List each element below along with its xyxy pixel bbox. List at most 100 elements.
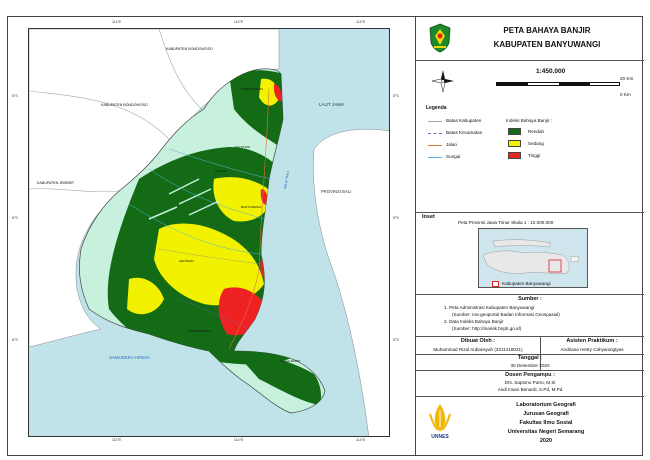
tick-left-1: 8°S	[12, 94, 18, 98]
scale-label-top: 20 Km	[620, 76, 634, 81]
legend-sungai-label: Sungai	[446, 154, 461, 159]
title-line-1: PETA BAHAYA BANJIR	[503, 26, 591, 35]
main-road	[228, 88, 270, 350]
unnes-logo-text: UNNES	[431, 434, 449, 440]
divider	[416, 212, 644, 213]
tick-right-1: 8°S	[393, 94, 399, 98]
district-borders	[158, 248, 262, 330]
legend-line-kabupaten	[428, 121, 442, 122]
label-place-2: KALIPURO	[235, 145, 251, 149]
tick-bottom-3: 114°E	[356, 438, 366, 442]
label-place-5: GENTENG	[179, 259, 194, 263]
dosen-title: Dosen Pengampu :	[505, 372, 555, 378]
main-map: KABUPATEN BONDOWOSO KABUPATEN BONDOWOSO …	[28, 28, 390, 437]
scale-bar	[496, 82, 620, 86]
dosen-line-1: Drs. Saptono Putro, M.Si	[504, 380, 556, 385]
regency-border-north	[158, 29, 205, 112]
tanggal-value: 30 Desember 2020	[510, 363, 550, 368]
dibuat-title: Dibuat Oleh :	[460, 338, 496, 344]
label-samudera-hindia: SAMUDERA HINDIA	[109, 355, 150, 360]
tanggal-title: Tanggal :	[517, 355, 543, 361]
legend-line-sungai	[428, 157, 442, 158]
asisten-title: Asisten Praktikum :	[566, 338, 618, 344]
tick-right-2: 8°S	[393, 216, 399, 220]
label-place-7: TEGALDLIMO	[281, 359, 301, 363]
tick-top-3: 114°E	[356, 20, 366, 24]
label-place-1: WONGSOREJO	[241, 87, 264, 91]
legend-medium-label: Sedang	[528, 141, 544, 146]
legend-swatch-high	[508, 152, 521, 159]
north-arrow-icon	[431, 70, 454, 93]
label-bondowoso-top: KABUPATEN BONDOWOSO	[166, 47, 213, 51]
label-provinsi-bali: PROVINSI BALI	[321, 189, 352, 194]
hazard-medium-zone-3	[127, 277, 164, 315]
map-info-panel: PETA BAHAYA BANJIR KABUPATEN BANYUWANGI …	[415, 16, 644, 456]
label-place-4: BANYUWANGI	[241, 205, 262, 209]
hazard-medium-zone	[154, 223, 264, 306]
legend-jalan-label: Jalan	[446, 142, 457, 147]
hazard-medium-zone-2	[213, 177, 274, 222]
divider	[416, 60, 644, 61]
hazard-high-north	[273, 84, 283, 102]
title-line-2: KABUPATEN BANYUWANGI	[493, 40, 601, 49]
map-sheet-frame	[7, 16, 643, 456]
tick-right-3: 8°S	[393, 338, 399, 342]
bali-island	[313, 129, 389, 436]
legend-line-kecamatan	[428, 133, 442, 134]
hazard-low-peninsula	[234, 351, 322, 405]
regency-border-south	[29, 188, 120, 193]
inset-legend-swatch	[492, 281, 499, 287]
legend-line-jalan	[428, 145, 442, 146]
sumber-line-4: (Sumber: http://inarisk.bnpb.go.id)	[452, 326, 522, 331]
divider	[416, 354, 644, 355]
sumber-title: Sumber :	[518, 296, 542, 302]
legend-kabupaten-label: Batas Kabupaten	[446, 118, 482, 123]
asisten-value: Andriana Hesty Cahyaningtyas	[560, 347, 624, 352]
inset-map	[478, 228, 588, 288]
terrain-streaks	[148, 178, 220, 220]
dosen-line-2: Andi Irwan Benardi, S.Pd, M.Pd	[497, 387, 563, 392]
label-jember: KABUPATEN JEMBER	[37, 181, 74, 185]
inset-caption: Peta Provinsi Jawa Timur Skala 1 : 10.00…	[458, 220, 554, 225]
lab-line-1: Laboratorium Geografi	[516, 402, 576, 408]
lab-line-5: 2020	[539, 438, 553, 444]
sumber-line-2: (Sumber: Ina-geoportal Badan Informasi G…	[452, 312, 560, 317]
flood-hazard-zones	[107, 70, 322, 405]
regency-border-west	[29, 90, 170, 140]
banyuwangi-emblem-icon	[428, 23, 452, 53]
divider	[416, 396, 644, 397]
scale-ratio: 1:450.000	[536, 68, 566, 75]
map-graphic	[29, 29, 389, 436]
label-place-6: PURWOHARJO	[189, 329, 211, 333]
tick-left-3: 8°S	[12, 338, 18, 342]
legend-swatch-medium	[508, 140, 521, 147]
divider-vertical	[540, 336, 541, 370]
legend-high-label: Tinggi	[528, 153, 541, 158]
dibuat-value: Muhammad Rizal Ardiansyah (3211418021)	[433, 347, 523, 352]
lab-line-4: Universitas Negeri Semarang	[507, 429, 585, 435]
legend-swatch-low	[508, 128, 521, 135]
sumber-line-3: 2. Data Indeks Bahaya Banjir	[444, 319, 504, 324]
divider	[416, 336, 644, 337]
legend-title: Legenda	[426, 105, 447, 111]
tick-top-1: 114°E	[112, 20, 122, 24]
label-laut-jawa: LAUT JAWA	[319, 102, 345, 107]
tick-left-2: 8°S	[12, 216, 18, 220]
lab-line-2: Jurusan Geografi	[523, 411, 569, 417]
label-bondowoso-left: KABUPATEN BONDOWOSO	[101, 103, 148, 107]
tick-bottom-2: 114°E	[234, 438, 244, 442]
sumber-line-1: 1. Peta Administrasi Kabupaten Banyuwang…	[444, 305, 535, 310]
label-place-3: GLAGAH	[215, 169, 228, 173]
divider	[416, 370, 644, 371]
lab-line-3: Fakultas Ilmu Sosial	[519, 420, 573, 426]
divider	[416, 294, 644, 295]
legend-kecamatan-label: Batas Kecamatan	[446, 130, 483, 135]
unnes-logo: UNNES	[426, 402, 454, 442]
index-title: Indeks Bahaya Banjir :	[506, 118, 552, 123]
scale-label-bottom: 0 Km	[620, 92, 631, 97]
inset-legend-label: Kabupaten Banyuwangi	[502, 281, 551, 286]
inset-title: Inset	[422, 214, 435, 220]
rivers	[128, 148, 272, 255]
tick-bottom-1: 114°E	[112, 438, 122, 442]
legend-low-label: Rendah	[528, 129, 545, 134]
